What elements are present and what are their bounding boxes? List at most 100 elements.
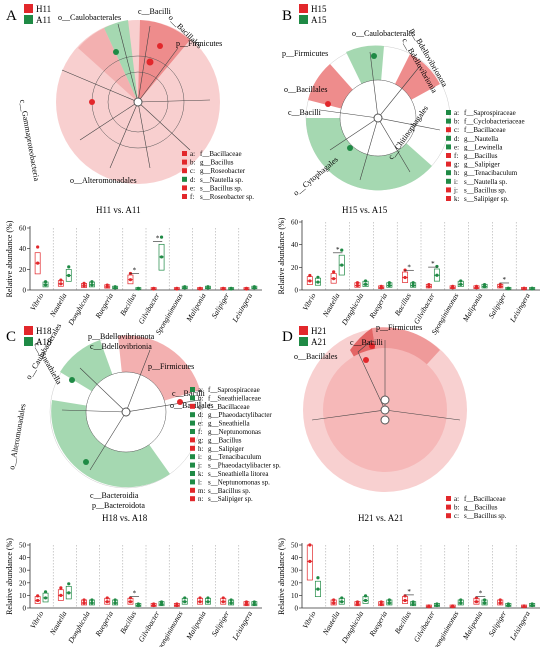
legend-label-H18: H18 — [36, 326, 52, 336]
clade-red2-A — [78, 28, 138, 102]
point-A21 — [459, 598, 463, 602]
point-H15 — [355, 283, 360, 288]
panel-D: D H21 A21 p__Firmicutes c__Bacilli o__Ba… — [282, 323, 507, 523]
legend-swatch-H18 — [24, 326, 33, 335]
point-H21 — [451, 605, 455, 609]
key-letter: h: — [198, 445, 204, 453]
x-tick-label: Leisingera — [507, 609, 531, 642]
point-A11 — [183, 286, 187, 290]
point-A18 — [136, 603, 140, 608]
point-H18 — [198, 600, 202, 604]
taxa-label: o__Alteromonadales — [70, 176, 137, 185]
x-tick-label: Gilvibacter — [412, 609, 437, 643]
key-letter: c: — [190, 167, 195, 175]
point-H11 — [221, 287, 225, 291]
point-A15 — [411, 281, 415, 285]
taxa-label: o__Cytophagales — [292, 155, 340, 198]
node-b-A — [157, 43, 163, 49]
point-A18 — [90, 598, 94, 602]
point-A21 — [340, 600, 344, 604]
taxa-label: c__Bacilli — [138, 7, 172, 16]
taxa-label: p__Firmicutes — [376, 323, 422, 332]
key-swatch — [190, 462, 195, 468]
taxa-label: o__Alteromonadales — [7, 403, 27, 470]
key-swatch — [446, 513, 451, 519]
point-A11 — [90, 280, 94, 284]
key-letter: j: — [453, 186, 458, 194]
key-taxon: g__Salipiger — [464, 161, 500, 169]
key-taxon: s__Sneathiella litorea — [208, 470, 269, 478]
key-taxon: g__Lewinella — [464, 143, 503, 151]
point-A18 — [183, 600, 187, 604]
x-tick-label: Leisingera — [507, 291, 531, 324]
y-tick-label: 20 — [291, 579, 299, 587]
key-swatch — [446, 161, 451, 167]
point-H18 — [128, 596, 133, 600]
point-A18 — [229, 601, 233, 605]
node-a-C — [83, 459, 89, 465]
y-tick-label: 30 — [19, 567, 27, 575]
x-tick-label: Maliponia — [460, 291, 484, 324]
significance-mark: * — [133, 590, 137, 598]
y-tick-label: 0 — [23, 287, 27, 295]
point-H15 — [474, 286, 479, 290]
point-A15 — [363, 282, 368, 286]
point-A18 — [67, 591, 71, 595]
point-A15 — [387, 283, 391, 288]
point-H21 — [474, 600, 479, 604]
x-tick-label: Donghicola — [339, 291, 365, 327]
point-A21 — [387, 598, 391, 602]
key-letter: k: — [454, 195, 460, 203]
key-taxon: s__Bacillus sp. — [464, 512, 507, 520]
point-H15 — [427, 285, 431, 289]
key-letter: d: — [454, 135, 460, 143]
key-letter: a: — [454, 109, 459, 117]
point-A18 — [43, 596, 48, 600]
key-letter: c: — [198, 403, 203, 411]
point-H21 — [355, 602, 360, 606]
y-tick-label: 60 — [19, 225, 27, 233]
point-H21 — [403, 598, 407, 603]
y-tick-label: 40 — [19, 554, 27, 562]
point-A18 — [159, 602, 164, 606]
x-tick-label: Nautella — [47, 291, 68, 319]
key-taxon: g__Bacillus — [464, 504, 498, 512]
key-taxon: f__Saprospiraceae — [464, 109, 516, 117]
point-H21 — [332, 601, 336, 605]
taxa-label: o__Bacillales — [294, 352, 338, 361]
point-H11 — [152, 287, 156, 291]
point-A21 — [316, 587, 320, 591]
key-letter: b: — [190, 159, 196, 167]
point-A18 — [206, 596, 210, 600]
key-taxon: g__Sneathiella — [208, 420, 250, 428]
key-swatch — [446, 170, 451, 176]
x-tick-label: Bacillus — [393, 291, 413, 317]
legend-label-A21: A21 — [311, 337, 327, 347]
x-tick-label: Bacillus — [118, 291, 138, 317]
key-swatch — [446, 144, 451, 150]
point-H15 — [332, 277, 336, 281]
y-tick-label: 60 — [291, 219, 299, 227]
key-taxon: f__Cyclobacteriaceae — [464, 118, 525, 126]
y-tick-label: 40 — [291, 241, 299, 249]
point-A11 — [252, 286, 256, 290]
legend-label-H21: H21 — [311, 326, 327, 336]
key-taxon: g__Roseobacter — [200, 167, 246, 175]
point-H11 — [36, 261, 40, 265]
point-H15 — [379, 286, 383, 290]
key-letter: f: — [190, 193, 194, 201]
key-swatch — [182, 151, 187, 156]
x-tick-label: Gilvibacter — [136, 291, 161, 325]
node-root-B — [373, 113, 383, 123]
point-A15 — [411, 283, 415, 288]
significance-mark: * — [479, 590, 483, 598]
key-taxon: g__Bacillus — [464, 152, 498, 160]
significance-mark: * — [336, 246, 340, 254]
point-H15 — [498, 285, 502, 289]
point-H15 — [308, 279, 312, 283]
key-letter: f: — [454, 152, 458, 160]
point-H21 — [379, 602, 383, 606]
point-A21 — [482, 601, 487, 605]
key-letter: j: — [197, 462, 202, 470]
key-swatch — [190, 487, 195, 493]
